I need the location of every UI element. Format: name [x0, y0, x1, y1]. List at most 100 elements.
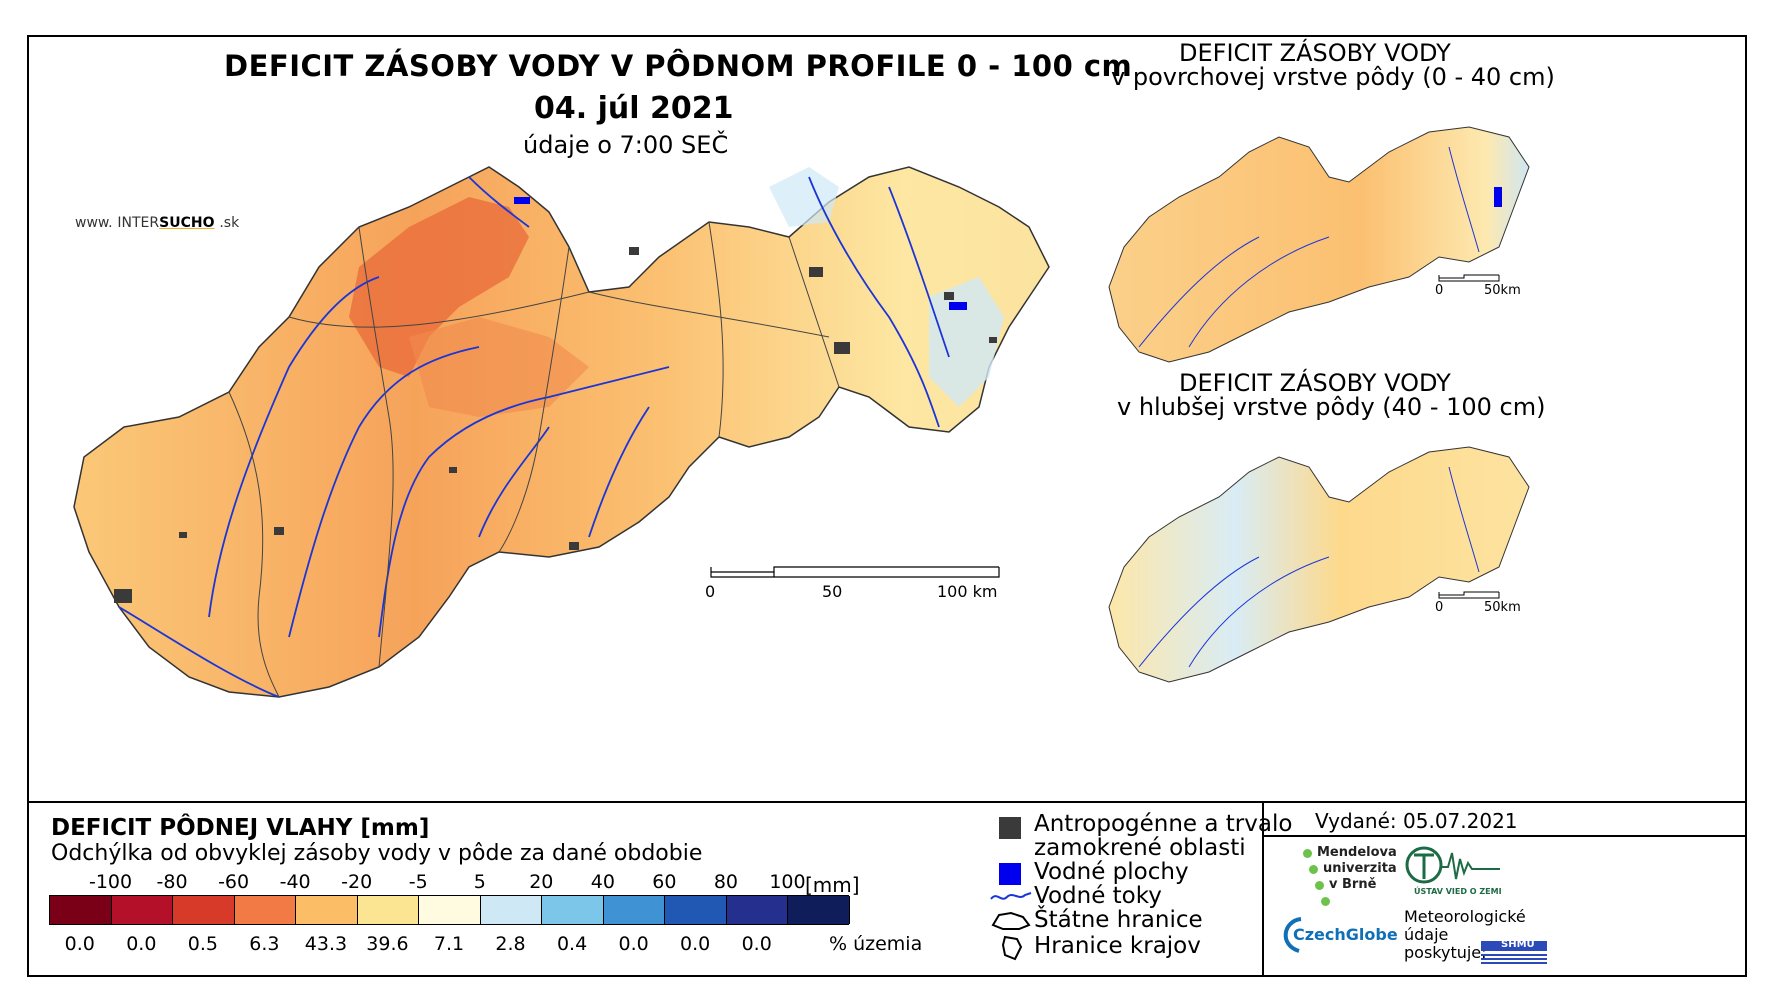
- legend-swatch: [542, 896, 604, 924]
- water-bodies: [514, 197, 967, 310]
- legend-swatch: [296, 896, 358, 924]
- brand-name-a: INTER: [117, 215, 160, 231]
- main-rivers: [118, 176, 950, 698]
- mendel-dot-icon: [1321, 897, 1330, 906]
- legend-color-bar: [49, 895, 850, 925]
- main-scale-bar: [710, 566, 1000, 578]
- uvz-logo: ÚSTAV VIED O ZEMI: [1404, 843, 1504, 899]
- inset-bottom-title-line1: DEFICIT ZÁSOBY VODY: [1179, 369, 1451, 397]
- legend-break-label: -20: [341, 871, 373, 893]
- inset-top-rivers: [1138, 146, 1480, 348]
- legend-break-label: -60: [218, 871, 250, 893]
- credits-divider-horizontal: [1262, 835, 1745, 837]
- inset-top-country-shape: [1108, 126, 1530, 363]
- key-urban-label-line1: Antropogénne a trvalo: [1034, 811, 1293, 837]
- seismograph-icon: [1405, 846, 1500, 884]
- inset-top-scale-label-0: 0: [1435, 283, 1444, 298]
- brand-suffix: .sk: [219, 215, 240, 231]
- inset-bottom-country-shape: [1108, 446, 1530, 683]
- legend-break-label: 60: [652, 871, 677, 893]
- legend-break-label: 40: [590, 871, 615, 893]
- inset-top-title-line1: DEFICIT ZÁSOBY VODY: [1179, 39, 1451, 67]
- meteo-text-1: Meteorologické: [1404, 907, 1526, 926]
- shmu-logo-icon: [1481, 941, 1547, 964]
- map-key: Antropogénne a trvalo zamokrené oblasti …: [989, 809, 1292, 974]
- main-map-date: 04. júl 2021: [534, 91, 734, 126]
- inset-bottom-title-line2: v hlubšej vrstve pôdy (40 - 100 cm): [1117, 393, 1546, 421]
- legend-percentage-value: 6.3: [249, 933, 280, 955]
- urban-areas: [114, 247, 997, 603]
- shmu-text: SHMÚ: [1501, 939, 1535, 950]
- czechglobe-text: CzechGlobe: [1293, 925, 1398, 944]
- region-borders: [228, 221, 840, 698]
- brand-name-b: SUCHO: [159, 215, 215, 231]
- legend-swatch: [726, 896, 789, 924]
- legend-swatch: [419, 896, 481, 924]
- inset-top-title-line2: v povrchovej vrstve pôdy (0 - 40 cm): [1111, 63, 1555, 91]
- legend-break-label: 20: [529, 871, 554, 893]
- inset-top-water: [1494, 187, 1502, 207]
- legend-break-label: 100: [769, 871, 806, 893]
- mendel-text-2: univerzita: [1323, 861, 1397, 876]
- mendel-logo: Mendelova univerzita v Brně: [1299, 845, 1399, 915]
- main-map-time-note: údaje o 7:00 SEČ: [523, 131, 729, 159]
- legend-percentage-value: 39.6: [366, 933, 409, 955]
- legend-percentage-row: 0.0 0.0 0.5 6.3 43.3 39.6 7.1 2.8 0.4 0.0 0.0 0.0: [29, 931, 929, 957]
- legend-swatch: [665, 896, 727, 924]
- brand-prefix: www.: [75, 215, 113, 231]
- uvz-text: ÚSTAV VIED O ZEMI: [1414, 887, 1502, 896]
- key-urban-label-line2: zamokrené oblasti: [1034, 835, 1246, 861]
- legend-percentage-value: 0.0: [741, 933, 772, 955]
- legend-break-label: -80: [156, 871, 188, 893]
- key-region-border-label: Hranice krajov: [1034, 933, 1201, 959]
- deficit-hotspot-north: [349, 197, 529, 377]
- deficit-hotspot-center: [409, 317, 589, 417]
- issued-date: Vydané: 05.07.2021: [1315, 809, 1518, 833]
- inset-top-scale-bar: [1438, 274, 1500, 282]
- key-urban-swatch: [999, 817, 1021, 839]
- legend-percentage-value: 0.0: [126, 933, 157, 955]
- mendel-dot-icon: [1309, 865, 1318, 874]
- region-border-icon: [1001, 935, 1023, 961]
- meteo-text-2: údaje: [1404, 925, 1449, 944]
- legend-percentage-value: 0.0: [680, 933, 711, 955]
- main-map-svg: [73, 126, 1530, 698]
- legend-percentage-unit: % územia: [829, 933, 923, 955]
- legend-unit: [mm]: [805, 873, 860, 897]
- mendel-text-3: v Brně: [1329, 877, 1377, 892]
- legend-percentage-value: 0.0: [64, 933, 95, 955]
- main-country-shape: [73, 166, 1050, 698]
- map-area: DEFICIT ZÁSOBY VODY V PÔDNOM PROFILE 0 -…: [29, 37, 1745, 801]
- legend-break-label: -100: [88, 871, 133, 893]
- main-scale-label-0: 0: [705, 582, 716, 601]
- legend-swatch: [357, 896, 420, 924]
- river-line-icon: [990, 892, 1032, 900]
- czechglobe-logo: CzechGlobe: [1277, 915, 1398, 963]
- legend-break-row: -100 -80 -60 -40 -20 -5 5 20 40 60 80 100: [29, 869, 929, 899]
- shmu-logo: SHMÚ: [1481, 939, 1547, 965]
- legend-swatch: [603, 896, 666, 924]
- credits-divider: [1262, 803, 1264, 977]
- wet-area-east: [929, 277, 1004, 407]
- key-water-label: Vodné plochy: [1034, 859, 1189, 885]
- map-frame: DEFICIT ZÁSOBY VODY V PÔDNOM PROFILE 0 -…: [27, 35, 1747, 977]
- legend-percentage-value: 0.0: [618, 933, 649, 955]
- key-river-label: Vodné toky: [1034, 883, 1162, 909]
- legend-subtitle: Odchýlka od obvyklej zásoby vody v pôde …: [51, 841, 703, 866]
- legend-title: DEFICIT PÔDNEJ VLAHY [mm]: [51, 815, 430, 841]
- legend-swatch: [173, 896, 235, 924]
- inset-bottom-scale-label-0: 0: [1435, 600, 1444, 615]
- intersucho-brand[interactable]: www. INTERSUCHO .sk: [75, 215, 239, 231]
- main-scale-label-100: 100 km: [937, 582, 998, 601]
- main-scale-label-50: 50: [822, 582, 843, 601]
- legend-swatch: [111, 896, 174, 924]
- legend-break-label: -5: [408, 871, 428, 893]
- legend-swatch: [788, 896, 850, 924]
- legend-break-label: 80: [713, 871, 739, 893]
- inset-bottom-scale-bar: [1438, 591, 1500, 599]
- legend-swatch: [50, 896, 112, 924]
- key-state-border-label: Štátne hranice: [1034, 907, 1203, 933]
- legend-percentage-value: 7.1: [433, 933, 465, 955]
- legend-swatch: [234, 896, 297, 924]
- meteo-text-3: poskytuje:: [1404, 943, 1487, 962]
